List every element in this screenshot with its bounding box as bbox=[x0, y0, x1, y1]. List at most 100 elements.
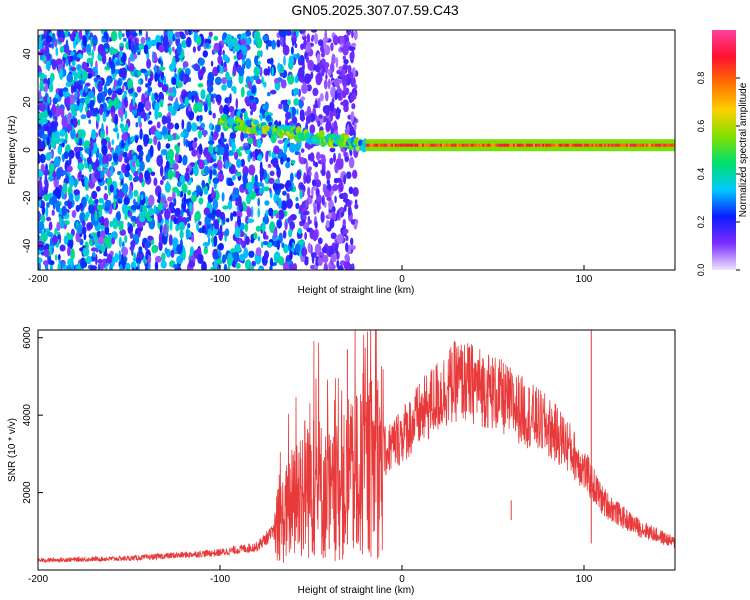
spectrogram-noise-cell bbox=[298, 98, 304, 109]
spectrogram-noise-cell bbox=[238, 67, 245, 77]
snr-y-tick-label: 2000 bbox=[22, 481, 33, 504]
spectrogram-noise-cell bbox=[38, 104, 41, 110]
spectrogram-noise-cell bbox=[340, 101, 346, 106]
spectrogram-noise-cell bbox=[169, 63, 176, 72]
spectrogram-noise-cell bbox=[175, 32, 180, 38]
spectrogram-noise-cell bbox=[113, 197, 116, 210]
spectrogram-noise-cell bbox=[130, 204, 137, 211]
spectrogram-tone-cell bbox=[576, 143, 580, 147]
spectrogram-tone-cell bbox=[614, 143, 618, 147]
spectrogram-noise-cell bbox=[47, 104, 50, 116]
spectrogram-tone-cell bbox=[578, 143, 581, 147]
spectrogram-noise-cell bbox=[352, 169, 358, 179]
spectrogram-noise-cell bbox=[305, 174, 311, 184]
spectrogram-noise-cell bbox=[311, 186, 314, 199]
spectrogram-noise-cell bbox=[78, 30, 83, 40]
spectrogram-noise-cell bbox=[78, 137, 83, 146]
spectrogram-noise-cell bbox=[299, 157, 305, 165]
spectrogram-noise-cell bbox=[331, 53, 336, 65]
spectrogram-noise-cell bbox=[145, 153, 151, 163]
spectrogram-noise-cell bbox=[44, 82, 48, 93]
spectrogram-noise-cell bbox=[101, 122, 104, 135]
spectrogram-noise-cell bbox=[61, 205, 67, 216]
spectrogram-noise-cell bbox=[293, 98, 300, 106]
snr-x-label: Height of straight line (km) bbox=[298, 585, 415, 596]
spectrogram-noise-cell bbox=[345, 128, 350, 136]
spectrogram-tone-cell bbox=[544, 143, 547, 147]
spectrogram-noise-cell bbox=[341, 192, 348, 200]
spectrogram-noise-cell bbox=[294, 43, 298, 48]
spectrogram-noise-cell bbox=[186, 121, 192, 133]
spectrogram-noise-cell bbox=[86, 43, 92, 55]
spectrogram-noise-cell bbox=[288, 55, 295, 66]
spectrogram-noise-cell bbox=[344, 253, 350, 262]
spectrogram-noise-cell bbox=[129, 184, 132, 197]
spectrogram-noise-cell bbox=[134, 175, 139, 182]
spectrogram-noise-cell bbox=[62, 182, 68, 195]
spectrogram-noise-cell bbox=[38, 71, 42, 76]
spectrogram-noise-cell bbox=[257, 197, 261, 207]
spectrogram-noise-cell bbox=[238, 51, 244, 60]
spectrogram-noise-cell bbox=[343, 59, 349, 65]
spectrogram-noise-cell bbox=[200, 89, 206, 100]
spectrogram-noise-cell bbox=[104, 83, 107, 93]
spectrogram-noise-cell bbox=[209, 169, 213, 180]
spectrogram-noise-cell bbox=[112, 128, 119, 132]
spectrogram-tone-cell bbox=[660, 143, 663, 147]
spectrogram-noise-cell bbox=[75, 263, 79, 270]
spectrogram-noise-cell bbox=[45, 35, 53, 43]
spectrogram-noise-cell bbox=[287, 99, 291, 106]
spectrogram-noise-cell bbox=[85, 67, 93, 73]
spectrogram-noise-cell bbox=[113, 97, 120, 108]
spectrogram-noise-cell bbox=[295, 75, 299, 83]
spectrogram-noise-cell bbox=[283, 244, 289, 254]
spectrogram-noise-cell bbox=[303, 246, 307, 258]
spectrogram-tone-cell bbox=[635, 143, 638, 147]
spectrogram-noise-cell bbox=[103, 193, 109, 201]
spectrogram-noise-cell bbox=[269, 170, 275, 176]
spectrogram-noise-cell bbox=[132, 41, 135, 52]
spectrogram-noise-cell bbox=[306, 105, 311, 116]
spectrogram-noise-cell bbox=[342, 99, 349, 108]
spectrogram-noise-cell bbox=[164, 247, 168, 254]
spectrogram-noise-cell bbox=[321, 169, 326, 177]
spectrogram-tone-cell bbox=[667, 143, 671, 147]
spectrogram-noise-cell bbox=[234, 227, 241, 239]
spectrogram-tone-cell bbox=[653, 143, 656, 147]
spectrogram-noise-cell bbox=[312, 160, 316, 167]
spectrogram-noise-cell bbox=[95, 158, 100, 168]
spectrogram-noise-cell bbox=[340, 43, 344, 48]
spectrogram-noise-cell bbox=[350, 92, 357, 100]
spectrogram-noise-cell bbox=[272, 157, 279, 168]
spectrogram-noise-cell bbox=[111, 237, 115, 245]
spectrogram-noise-cell bbox=[102, 258, 107, 269]
spectrogram-noise-cell bbox=[128, 38, 132, 51]
spectrogram-noise-cell bbox=[192, 140, 198, 149]
spectrogram-noise-cell bbox=[171, 76, 177, 86]
spectrogram-tone-cell bbox=[571, 143, 574, 147]
spectrogram-noise-cell bbox=[335, 108, 342, 115]
spectrogram-noise-cell bbox=[172, 46, 175, 52]
spectrogram-noise-cell bbox=[263, 68, 269, 76]
spectrogram-tone-cell bbox=[564, 143, 567, 147]
spectrogram-noise-cell bbox=[125, 30, 131, 38]
spectrogram-noise-cell bbox=[52, 136, 56, 147]
spectrogram-noise-cell bbox=[145, 83, 149, 88]
spectrogram-noise-cell bbox=[212, 112, 216, 119]
spectrogram-noise-cell bbox=[50, 195, 58, 205]
spectrogram-noise-cell bbox=[322, 254, 329, 264]
spectrogram-noise-cell bbox=[147, 77, 152, 87]
spectrogram-noise-cell bbox=[166, 115, 171, 124]
spectrogram-noise-cell bbox=[138, 246, 143, 253]
spectrogram-noise-cell bbox=[168, 46, 172, 56]
spectrogram-noise-cell bbox=[191, 149, 198, 157]
spectrogram-tone-cell bbox=[631, 143, 634, 147]
spectrogram-noise-cell bbox=[219, 104, 224, 115]
spectrogram-noise-cell bbox=[176, 81, 183, 88]
spectrogram-noise-cell bbox=[99, 215, 105, 225]
spectrogram-noise-cell bbox=[72, 117, 78, 128]
spectrogram-noise-cell bbox=[276, 219, 283, 229]
spectrogram-noise-cell bbox=[242, 63, 246, 70]
spectrogram-noise-cell bbox=[182, 94, 186, 100]
spectrogram-tone-cell bbox=[569, 143, 572, 147]
